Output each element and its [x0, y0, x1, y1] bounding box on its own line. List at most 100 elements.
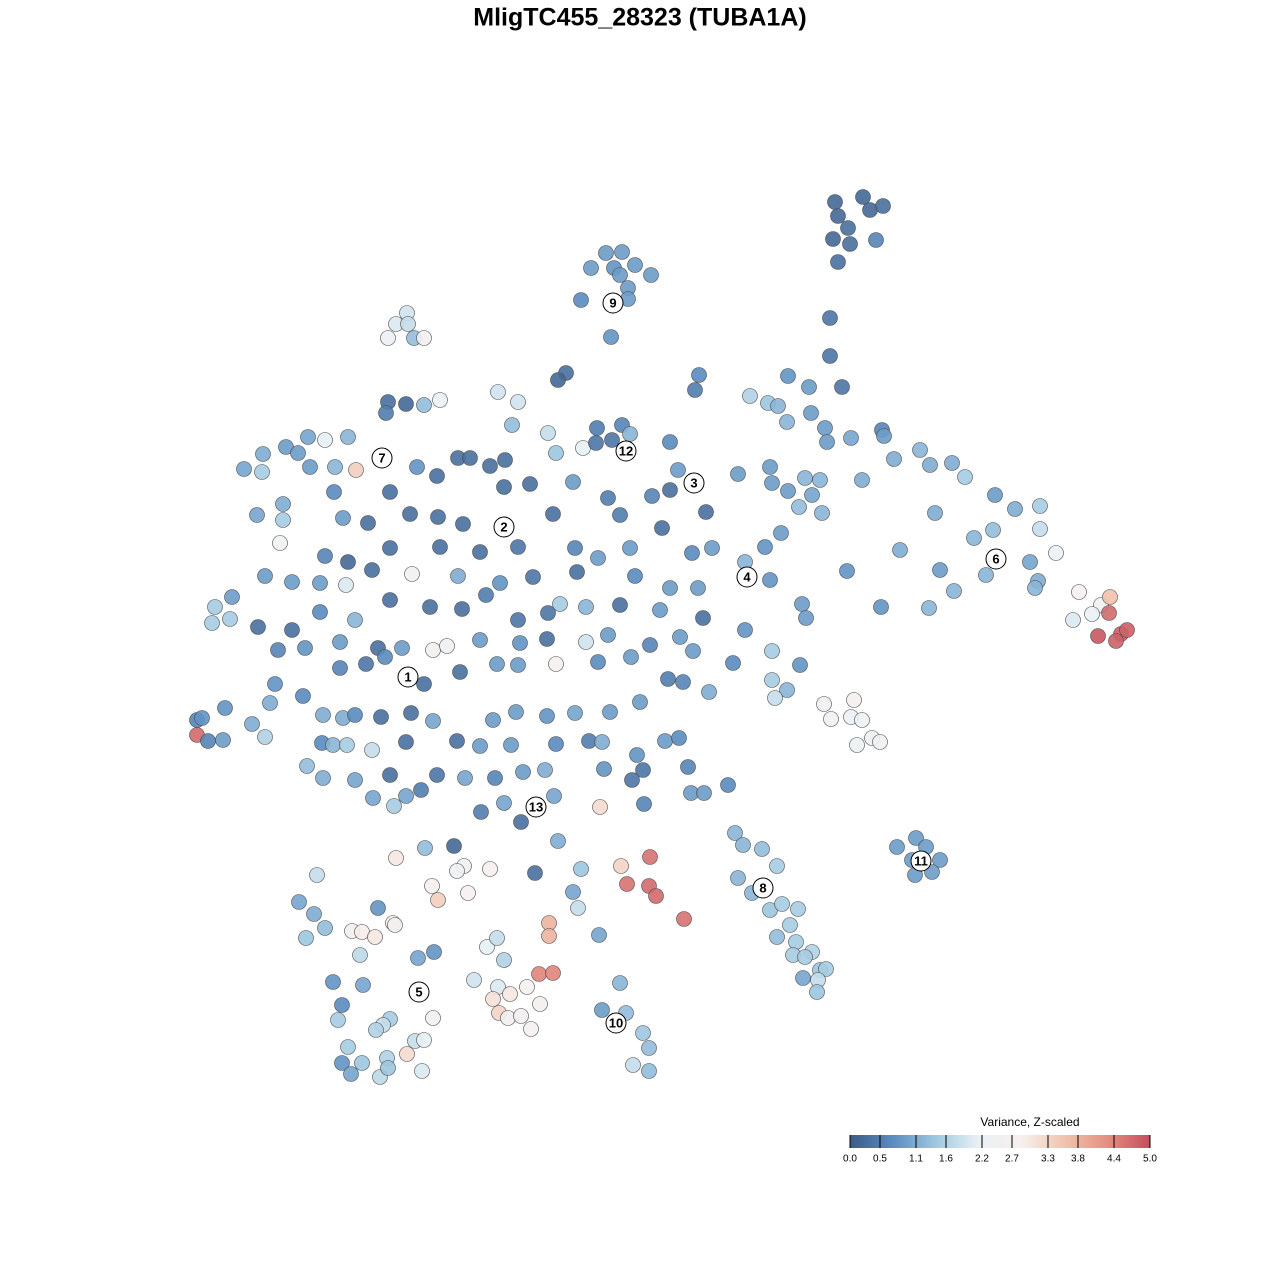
cluster-label-circle: [910, 850, 932, 872]
point: [416, 397, 432, 413]
point: [892, 542, 908, 558]
point: [657, 733, 673, 749]
point: [430, 509, 446, 525]
point: [662, 434, 678, 450]
point: [309, 867, 325, 883]
point: [873, 599, 889, 615]
point: [377, 649, 393, 665]
point: [368, 1022, 384, 1038]
point: [332, 660, 348, 676]
point: [1102, 589, 1118, 605]
point: [364, 562, 380, 578]
point: [334, 1055, 350, 1071]
point: [921, 600, 937, 616]
point: [332, 634, 348, 650]
point: [567, 540, 583, 556]
point: [790, 901, 806, 917]
colorbar-tick-label: 3.8: [1071, 1154, 1085, 1165]
cluster-label-circle: [615, 440, 637, 462]
point: [325, 737, 341, 753]
point: [446, 838, 462, 854]
point: [644, 488, 660, 504]
point: [500, 1010, 516, 1026]
point: [643, 267, 659, 283]
point: [612, 597, 628, 613]
point: [510, 539, 526, 555]
point: [425, 713, 441, 729]
point: [200, 733, 216, 749]
point: [339, 737, 355, 753]
point: [680, 759, 696, 775]
cluster-label-circle: [683, 472, 705, 494]
point: [207, 599, 223, 615]
point: [222, 611, 238, 627]
point: [727, 825, 743, 841]
point: [623, 649, 639, 665]
point: [489, 656, 505, 672]
point: [922, 457, 938, 473]
point: [496, 952, 512, 968]
point: [382, 767, 398, 783]
point: [780, 483, 796, 499]
point: [473, 804, 489, 820]
point: [370, 900, 386, 916]
point: [889, 839, 905, 855]
colorbar-tick-label: 0.0: [843, 1154, 857, 1165]
point: [472, 738, 488, 754]
point: [1084, 606, 1100, 622]
point: [290, 445, 306, 461]
point: [424, 878, 440, 894]
cluster-label: 7: [378, 450, 385, 465]
point: [589, 420, 605, 436]
point: [932, 562, 948, 578]
point: [827, 194, 843, 210]
point: [387, 917, 403, 933]
point: [478, 587, 494, 603]
colorbar-tick-label: 4.4: [1107, 1154, 1121, 1165]
cluster-label: 1: [404, 669, 411, 684]
point: [932, 852, 948, 868]
point: [704, 540, 720, 556]
point: [548, 445, 564, 461]
cluster-label: 5: [415, 984, 422, 999]
point: [1101, 605, 1117, 621]
point: [812, 472, 828, 488]
point: [854, 712, 870, 728]
point: [685, 643, 701, 659]
point: [257, 729, 273, 745]
point: [398, 396, 414, 412]
point: [270, 642, 286, 658]
point: [489, 930, 505, 946]
point: [267, 676, 283, 692]
chart-title: MligTC455_28323 (TUBA1A): [473, 4, 806, 32]
point: [343, 1066, 359, 1082]
point: [482, 861, 498, 877]
point: [539, 631, 555, 647]
point: [215, 732, 231, 748]
point: [364, 742, 380, 758]
point: [602, 704, 618, 720]
point: [497, 452, 513, 468]
colorbar-tick-label: 2.7: [1005, 1154, 1019, 1165]
point: [194, 710, 210, 726]
point: [654, 520, 670, 536]
point: [730, 466, 746, 482]
point: [840, 220, 856, 236]
point: [302, 459, 318, 475]
point: [523, 1021, 539, 1037]
point: [527, 865, 543, 881]
point: [613, 858, 629, 874]
point: [612, 507, 628, 523]
point: [394, 640, 410, 656]
point: [565, 884, 581, 900]
cluster-label-circle: [736, 566, 758, 588]
colorbar-gradient: [850, 1135, 1150, 1148]
cluster-label: 11: [914, 853, 928, 868]
point: [513, 814, 529, 830]
point: [466, 972, 482, 988]
point: [598, 245, 614, 261]
point: [957, 469, 973, 485]
point: [416, 330, 432, 346]
cluster-label-circle: [408, 981, 430, 1003]
